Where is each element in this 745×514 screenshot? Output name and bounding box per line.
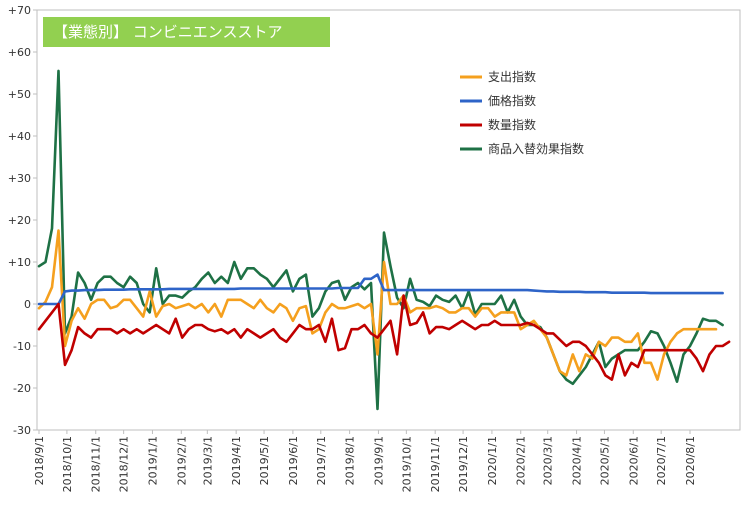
plot-area-frame [36,9,741,431]
y-tick-label: 0 [24,298,31,311]
y-tick-label: -30 [13,424,31,437]
x-tick-label: 2020/3/1 [542,436,555,485]
x-tick-label: 2018/9/1 [33,436,46,485]
y-tick-label: +40 [8,130,31,143]
x-tick-label: 2018/12/1 [118,436,131,492]
x-tick-label: 2019/7/1 [315,436,328,485]
y-tick-label: -20 [13,382,31,395]
y-tick-label: +50 [8,88,31,101]
y-tick-label: +20 [8,214,31,227]
x-tick-label: 2020/5/1 [598,436,611,485]
x-tick-label: 2020/2/1 [515,436,528,485]
x-tick-label: 2018/10/1 [61,436,74,492]
legend-label-3: 商品入替効果指数 [488,141,584,156]
x-tick-label: 2020/6/1 [627,436,640,485]
series-line-1 [37,273,724,306]
x-tick-label: 2020/7/1 [655,436,668,485]
x-tick-label: 2019/9/1 [372,436,385,485]
series-line-0 [37,229,718,381]
x-tick-label: 2019/10/1 [400,436,413,492]
x-tick-label: 2019/2/1 [175,436,188,485]
x-tick-label: 2019/12/1 [457,436,470,492]
x-tick-label: 2020/8/1 [684,436,697,485]
chart-title: 【業態別】 コンビニエンスストア [43,17,330,47]
series-line-2 [37,294,731,381]
legend-label-0: 支出指数 [488,69,536,84]
x-tick-label: 2019/11/1 [429,436,442,492]
y-tick-label: -10 [13,340,31,353]
x-tick-label: 2019/3/1 [201,436,214,485]
x-tick-label: 2019/1/1 [146,436,159,485]
y-tick-label: +60 [8,46,31,59]
y-tick-label: +10 [8,256,31,269]
x-tick-label: 2019/5/1 [258,436,271,485]
y-tick-label: +70 [8,4,31,17]
x-tick-label: 2019/6/1 [287,436,300,485]
x-tick-label: 2019/4/1 [230,436,243,485]
x-tick-label: 2020/1/1 [486,436,499,485]
legend-label-1: 価格指数 [488,93,536,108]
x-tick-label: 2020/4/1 [571,436,584,485]
y-tick-label: +30 [8,172,31,185]
x-tick-label: 2018/11/1 [90,436,103,492]
x-tick-label: 2019/8/1 [344,436,357,485]
legend-label-2: 数量指数 [488,117,536,132]
